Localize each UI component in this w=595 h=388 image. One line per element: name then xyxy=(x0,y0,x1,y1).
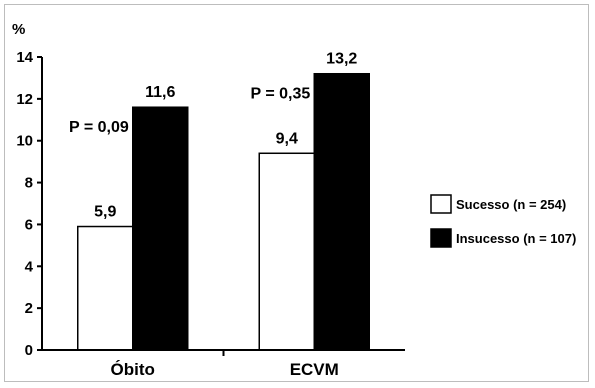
y-axis-unit-label: % xyxy=(12,21,25,38)
legend-swatch xyxy=(430,194,452,214)
bar-insucesso-0 xyxy=(132,106,189,351)
y-tick-label: 12 xyxy=(16,91,33,108)
y-tick-label: 4 xyxy=(25,258,34,275)
chart-frame xyxy=(4,4,589,382)
y-tick-label: 2 xyxy=(25,300,33,317)
bar-value-label: 11,6 xyxy=(145,84,175,101)
legend: Sucesso (n = 254) Insucesso (n = 107) xyxy=(430,194,576,248)
legend-swatch xyxy=(430,228,452,248)
bar-value-label: 5,9 xyxy=(94,204,116,221)
y-tick-label: 14 xyxy=(16,49,33,66)
y-tick-label: 10 xyxy=(16,133,33,150)
bars: 5,9 11,6 P = 0,09 9,4 13,2 P = 0,35 xyxy=(69,51,370,351)
legend-label: Sucesso (n = 254) xyxy=(456,197,566,212)
bar-sucesso-0 xyxy=(77,225,134,351)
x-axis: Óbito ECVM xyxy=(37,349,405,379)
y-axis: 0 2 4 6 8 10 12 14 xyxy=(16,49,43,359)
legend-label: Insucesso (n = 107) xyxy=(456,231,576,246)
y-tick-label: 8 xyxy=(25,175,33,192)
bar-value-label: 9,4 xyxy=(276,130,298,147)
x-category-label: ECVM xyxy=(290,360,339,379)
y-tick-label: 6 xyxy=(25,216,33,233)
x-category-label: Óbito xyxy=(111,360,155,379)
bar-insucesso-1 xyxy=(313,72,370,351)
y-tick-label: 0 xyxy=(25,342,33,359)
p-value-annotation: P = 0,09 xyxy=(69,119,129,136)
bar-sucesso-1 xyxy=(258,152,315,351)
bar-value-label: 13,2 xyxy=(326,51,357,68)
p-value-annotation: P = 0,35 xyxy=(250,86,310,103)
